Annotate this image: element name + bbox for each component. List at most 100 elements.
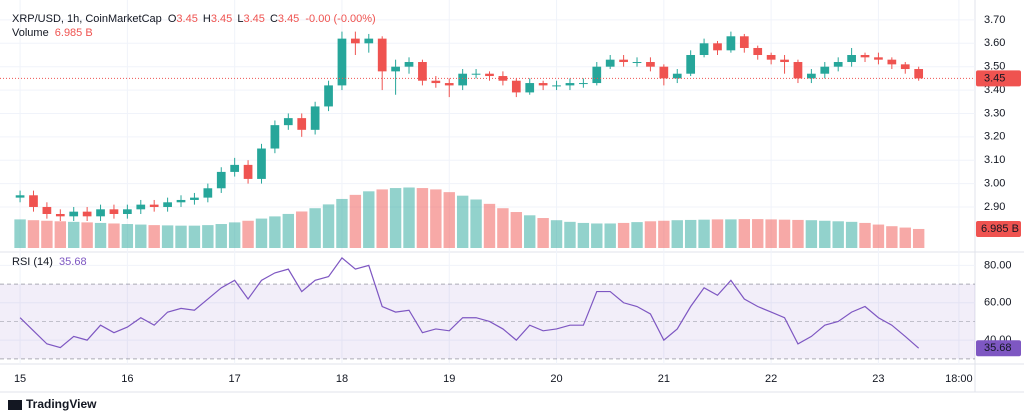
candle-body — [699, 43, 709, 55]
volume-bar — [792, 219, 804, 248]
volume-bar — [711, 219, 724, 248]
volume-bar — [564, 221, 576, 248]
y-tick-label: 3.50 — [984, 61, 1005, 73]
price-tag-label: 3.45 — [984, 72, 1005, 84]
volume-bar — [27, 220, 40, 248]
legend-header: XRP/USD, 1h, CoinMarketCap O3.45 H3.45 L… — [12, 13, 376, 25]
volume-bar — [215, 224, 227, 248]
volume-bar — [845, 221, 858, 248]
volume-bar — [430, 189, 442, 248]
x-tick-label: 15 — [14, 373, 26, 385]
y-tick-label: 3.70 — [984, 14, 1005, 26]
volume-bar — [765, 219, 777, 248]
volume-bar — [658, 220, 670, 248]
candle-body — [310, 106, 320, 130]
candle-body — [351, 38, 360, 44]
candle-body — [646, 62, 655, 67]
candle-body — [874, 57, 883, 60]
rsi-tag — [976, 340, 1021, 357]
candle-body — [592, 66, 602, 84]
candle-body — [136, 204, 146, 210]
x-tick-label: 17 — [229, 373, 241, 385]
volume-bar — [188, 225, 201, 248]
candle-body — [458, 73, 468, 86]
candle-body — [283, 118, 293, 126]
candle-body — [672, 73, 682, 79]
candle-body — [820, 66, 830, 74]
candle-body — [525, 83, 535, 93]
candle-body — [257, 148, 266, 179]
candle-body — [605, 59, 615, 67]
ohlc-value: 3.45 — [278, 13, 299, 25]
rsi-legend: RSI (14) 35.68 — [12, 256, 87, 268]
plot: 15 16 17 18 19 20 21 22 23 18:00 2.90 3.00 3.10 3.20 3… — [0, 0, 1021, 385]
x-tick-label: 18:00 — [945, 373, 973, 385]
volume-bar — [282, 213, 295, 248]
x-tick-label: 23 — [872, 373, 884, 385]
candle-body — [471, 73, 481, 75]
volume-bar — [255, 218, 268, 248]
candle-body — [42, 206, 52, 214]
candle-body — [364, 38, 374, 44]
change: -0.00 (-0.00%) — [305, 13, 375, 25]
candle-body — [498, 76, 508, 81]
volume-bar — [604, 223, 616, 248]
volume-bar — [336, 198, 348, 248]
volume-tag-label: 6.985 B — [981, 223, 1019, 235]
volume-bar — [121, 224, 134, 248]
candle-body — [337, 38, 347, 86]
candle-body — [297, 118, 307, 130]
candle-body — [565, 83, 575, 86]
volume-bar — [778, 219, 791, 248]
candle-body — [659, 66, 669, 79]
brand-name: TradingView — [26, 397, 97, 411]
candle-body — [391, 66, 400, 72]
x-tick-label: 21 — [658, 373, 670, 385]
x-tick-label: 22 — [765, 373, 777, 385]
rsi-value: 35.68 — [59, 256, 87, 268]
candle-body — [29, 195, 38, 207]
y-tick-label: 3.40 — [984, 84, 1005, 96]
volume-bar — [161, 225, 174, 248]
volume-bar — [886, 226, 898, 248]
x-tick-label: 20 — [550, 373, 562, 385]
candle-body — [619, 59, 628, 63]
volume-bar — [135, 224, 147, 248]
candle-body — [538, 83, 548, 86]
candle-body — [686, 54, 696, 74]
volume-bar — [456, 195, 469, 248]
volume-bar — [577, 222, 590, 248]
volume-bar — [912, 228, 925, 248]
logo-mark — [8, 400, 22, 410]
candle-body — [418, 62, 427, 81]
volume-bar — [899, 227, 911, 248]
x-tick-label: 16 — [121, 373, 133, 385]
volume-bar — [322, 204, 335, 248]
candle-body — [82, 211, 92, 217]
y-tick-label: 2.90 — [984, 201, 1005, 213]
candle-body — [900, 64, 910, 70]
ohlc-value: 3.45 — [176, 13, 197, 25]
candle-body — [404, 62, 414, 67]
candle-body — [55, 213, 65, 217]
candle-body — [216, 171, 226, 189]
ohlc-value: 3.45 — [243, 13, 264, 25]
candle-body — [230, 164, 240, 172]
candle-body — [753, 47, 763, 55]
rsi-name: RSI (14) — [12, 256, 53, 268]
candle-body — [324, 85, 333, 107]
y-tick-label: 3.00 — [984, 178, 1005, 190]
ohlc-key: O — [168, 13, 177, 25]
volume-bar — [296, 211, 308, 248]
volume-bar — [510, 212, 523, 248]
candle-body — [860, 54, 870, 58]
candle-body — [485, 73, 494, 77]
symbol: XRP/USD, 1h, CoinMarketCap — [12, 13, 162, 25]
ohlc-key: H — [203, 13, 211, 25]
volume-bar — [470, 199, 482, 248]
rsi-tag-label: 35.68 — [984, 342, 1012, 354]
candle-body — [243, 164, 253, 179]
volume-bar — [14, 219, 26, 248]
volume-bar — [537, 218, 549, 248]
